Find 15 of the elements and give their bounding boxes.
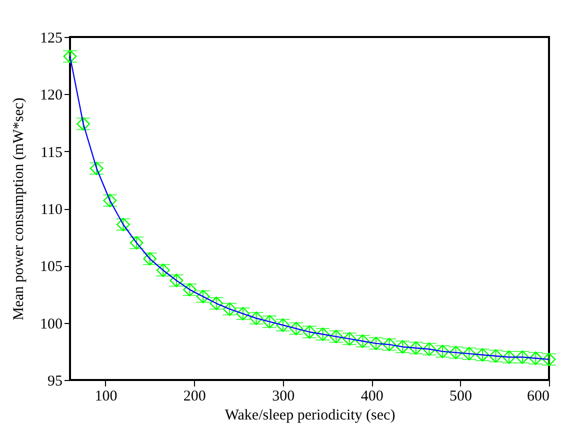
- x-tick-label: 100: [94, 388, 118, 404]
- y-tick-label: 115: [40, 144, 62, 161]
- y-tick-label: 125: [40, 30, 62, 46]
- y-tick-label: 95: [48, 374, 62, 390]
- y-tick-label: 120: [40, 88, 62, 104]
- x-axis-title: Wake/sleep periodicity (sec): [224, 408, 396, 424]
- y-tick-label: 100: [40, 316, 62, 332]
- x-tick-label: 600: [527, 388, 550, 404]
- y-axis-title: Mean power consumption (mW*sec): [11, 98, 27, 320]
- y-tick-label: 105: [40, 259, 62, 276]
- x-tick-label: 400: [360, 388, 384, 404]
- x-tick-label: 200: [183, 388, 206, 404]
- x-tick-label: 300: [272, 388, 295, 404]
- x-tick-label: 500: [450, 388, 472, 404]
- y-tick-label: 110: [40, 202, 62, 218]
